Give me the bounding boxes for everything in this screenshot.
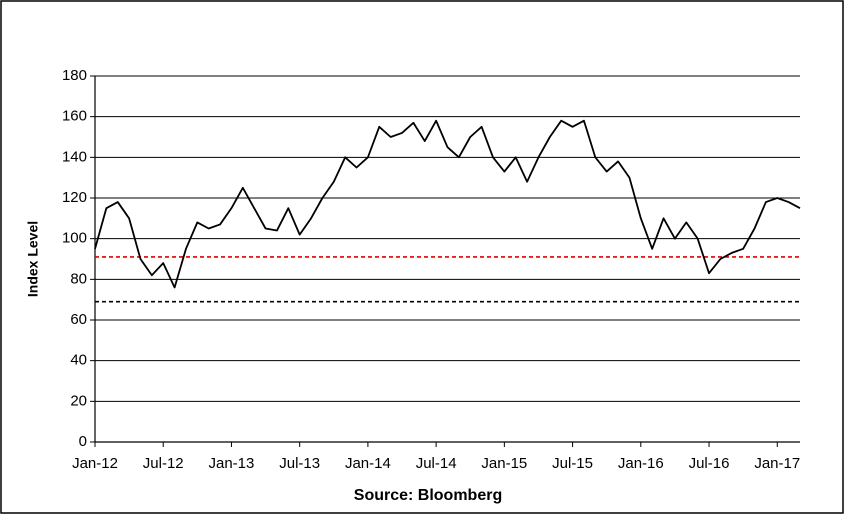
x-tick-label: Jul-15 — [552, 455, 593, 472]
y-tick-label: 40 — [70, 352, 87, 369]
x-tick-label: Jan-17 — [754, 455, 800, 472]
y-axis-label: Index Level — [25, 221, 41, 297]
x-tick-label: Jul-13 — [279, 455, 320, 472]
y-tick-label: 120 — [62, 189, 87, 206]
y-tick-label: 160 — [62, 108, 87, 125]
x-tick-label: Jan-16 — [618, 455, 664, 472]
y-tick-label: 60 — [70, 311, 87, 328]
x-tick-label: Jan-12 — [72, 455, 118, 472]
x-tick-label: Jan-15 — [481, 455, 527, 472]
y-tick-label: 140 — [62, 148, 87, 165]
x-tick-label: Jan-14 — [345, 455, 391, 472]
x-tick-label: Jan-13 — [209, 455, 255, 472]
y-tick-label: 180 — [62, 67, 87, 84]
y-tick-label: 20 — [70, 392, 87, 409]
data-line — [94, 119, 801, 289]
x-tick-label: Jul-12 — [143, 455, 184, 472]
x-tick-label: Jul-14 — [416, 455, 457, 472]
x-axis-label: Source: Bloomberg — [354, 487, 502, 504]
y-tick-label: 80 — [70, 270, 87, 287]
y-tick-label: 100 — [62, 230, 87, 247]
x-tick-label: Jul-16 — [689, 455, 730, 472]
y-tick-label: 0 — [79, 433, 87, 450]
